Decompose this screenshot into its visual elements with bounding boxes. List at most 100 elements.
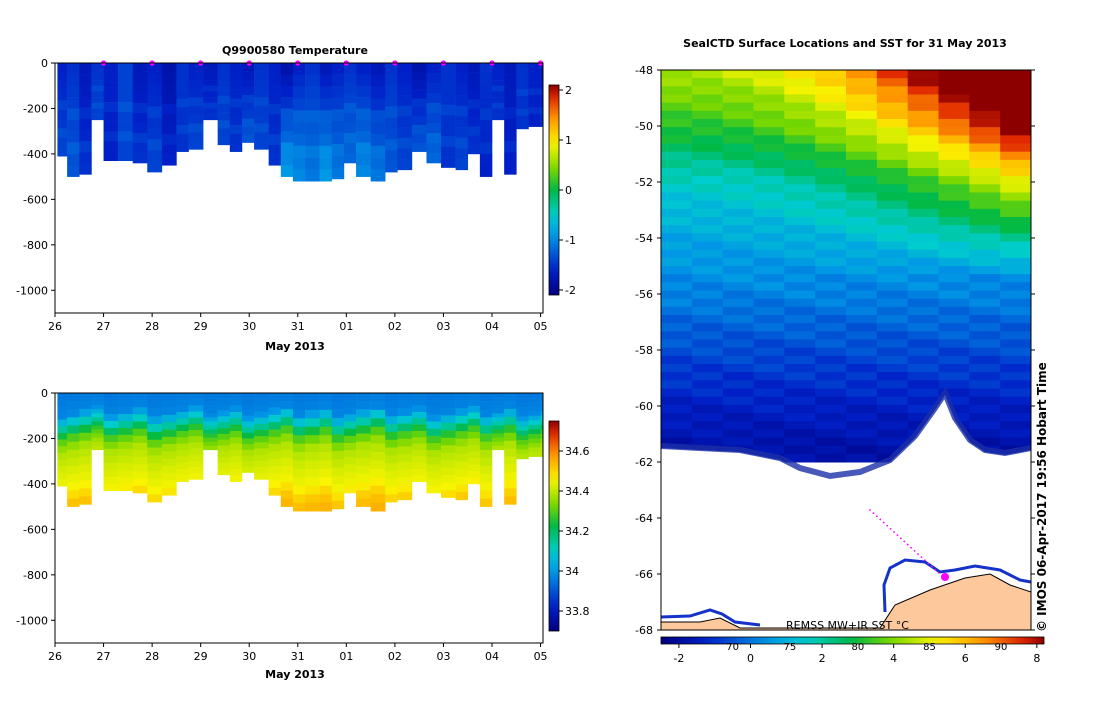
temperature-cell — [492, 97, 505, 104]
salinity-cell — [229, 399, 243, 406]
temperature-cell — [241, 86, 255, 96]
temperature-cell — [132, 73, 148, 84]
sst-cell — [753, 445, 785, 455]
salinity-cell — [343, 393, 357, 401]
sst-cell — [969, 102, 1001, 112]
temperature-cell — [319, 169, 333, 182]
time-tick-label: 01 — [339, 650, 353, 663]
salinity-cell — [57, 479, 68, 487]
sst-cell — [876, 217, 909, 226]
temperature-cell — [292, 169, 306, 182]
salinity-cell — [467, 399, 481, 407]
temperature-cell — [331, 74, 345, 87]
salinity-cell — [479, 441, 493, 451]
salinity-cell — [132, 393, 148, 401]
sst-cell — [969, 184, 1001, 193]
temperature-cell — [492, 91, 505, 98]
sst-cell — [876, 233, 909, 242]
salinity-cell — [268, 393, 282, 401]
sst-cell — [722, 421, 754, 430]
salinity-cell — [118, 399, 133, 408]
sst-cell — [722, 364, 754, 373]
salinity-cell — [370, 460, 386, 470]
temperature-cell — [176, 80, 189, 90]
temperature-cell — [241, 126, 255, 135]
temperature-cell — [385, 95, 398, 107]
sst-cell — [753, 127, 785, 136]
temperature-cell — [305, 86, 320, 99]
salinity-cell — [217, 416, 231, 423]
temperature-cell — [343, 143, 357, 154]
sst-cell — [753, 274, 785, 283]
temperature-cell — [147, 128, 163, 140]
temperature-cell — [91, 63, 104, 69]
temperature-cell — [411, 89, 427, 99]
salinity-cell — [57, 393, 68, 400]
sst-cell — [661, 135, 693, 144]
sst-cell — [907, 257, 939, 267]
salinity-cell — [176, 462, 189, 470]
depth-tick-label: -600 — [23, 523, 48, 536]
temperature-cell — [411, 63, 427, 73]
sst-cell — [846, 380, 878, 389]
sst-cell — [722, 151, 754, 161]
sst-cell — [784, 102, 816, 112]
salinity-cell — [176, 475, 189, 482]
sst-cell — [661, 429, 693, 438]
sst-cell — [691, 159, 724, 169]
sst-cell — [815, 453, 847, 463]
salinity-cell — [280, 441, 294, 451]
temperature-cell — [504, 152, 517, 164]
temperature-cell — [188, 80, 204, 90]
sst-cell — [784, 266, 816, 275]
salinity-cell — [118, 476, 133, 485]
sst-cell — [876, 413, 909, 422]
salinity-cell — [147, 447, 163, 456]
salinity-cell — [467, 438, 481, 446]
salinity-cell — [268, 429, 282, 438]
temperature-cell — [217, 71, 231, 80]
salinity-cell — [229, 449, 243, 457]
sst-cell — [846, 437, 878, 447]
salinity-cell — [188, 393, 204, 400]
salinity-cell — [528, 443, 541, 448]
sst-cell — [784, 437, 816, 447]
salinity-cell — [268, 436, 282, 445]
track-point — [893, 531, 895, 533]
temperature-cell — [467, 63, 481, 73]
salinity-cell — [504, 408, 517, 418]
salinity-cell — [479, 466, 493, 475]
sst-cell — [815, 413, 847, 422]
salinity-cell — [176, 443, 189, 451]
salinity-cell — [385, 455, 398, 464]
temperature-cell — [343, 133, 357, 144]
sst-cell — [753, 200, 785, 210]
sst-cell — [815, 151, 847, 161]
sst-cell — [938, 306, 970, 316]
sst-cell — [691, 339, 724, 349]
salinity-cell — [292, 485, 306, 495]
track-point — [923, 559, 926, 562]
sst-cell — [722, 331, 754, 340]
sst-cell — [846, 208, 878, 218]
temperature-cell — [161, 155, 177, 166]
salinity-cell — [161, 400, 177, 408]
salinity-cell — [91, 433, 104, 438]
temperature-cell — [132, 123, 148, 134]
salinity-cell — [516, 416, 529, 422]
temperature-cell — [254, 97, 269, 107]
salinity-cell — [343, 421, 357, 430]
sst-cell — [907, 274, 939, 283]
sst-cell — [661, 380, 693, 389]
temperature-cell — [57, 100, 68, 110]
salinity-cell — [319, 426, 333, 436]
temperature-cell — [528, 88, 541, 96]
sst-cell — [938, 241, 970, 251]
sst-cell — [815, 323, 847, 332]
sst-cell — [815, 78, 847, 87]
temperature-cell — [467, 144, 481, 155]
colorbar-tick-label: 33.8 — [565, 605, 590, 618]
sst-cell — [815, 331, 847, 340]
sst-cell — [846, 159, 878, 169]
sst-cell — [907, 339, 939, 349]
